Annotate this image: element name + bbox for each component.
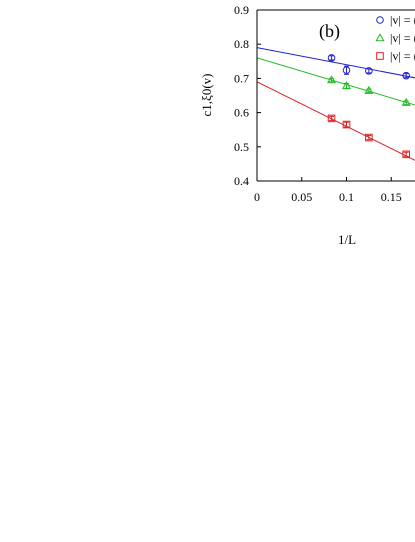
legend: |v| = ( |v| = ( |v| = ( (375, 13, 415, 63)
legend-label: |v| = ( (390, 13, 415, 27)
data-point (342, 66, 351, 74)
data-point (341, 81, 352, 90)
y-tick-label: 0.8 (234, 37, 249, 51)
x-axis-title: 1/L (338, 232, 356, 247)
data-point (376, 52, 384, 60)
data-point (364, 85, 374, 94)
data-point (327, 114, 336, 123)
data-point (327, 54, 336, 62)
fit-line (257, 81, 415, 161)
data-point (326, 75, 337, 84)
data-point (342, 120, 351, 129)
panel-label: (b) (319, 21, 340, 42)
y-tick-label: 0.4 (234, 174, 249, 188)
data-point (365, 133, 373, 142)
x-tick-label: 0.1 (339, 190, 354, 204)
data-point (402, 150, 410, 159)
legend-label: |v| = ( (390, 31, 415, 45)
x-tick-label: 0.05 (291, 190, 312, 204)
y-tick-label: 0.5 (234, 140, 249, 154)
plot-clip-group (257, 47, 415, 161)
y-axis-title: c1,ξ0(v) (199, 74, 214, 117)
y-tick-label: 0.9 (234, 3, 249, 17)
data-point (401, 97, 411, 106)
fit-line (257, 57, 415, 106)
data-point (402, 71, 410, 80)
data-point (375, 33, 385, 42)
data-point (365, 67, 373, 75)
plot-area (257, 47, 415, 161)
data-point (376, 16, 384, 24)
x-tick-label: 0 (254, 190, 260, 204)
y-tick-label: 0.6 (234, 106, 249, 120)
y-tick-label: 0.7 (234, 71, 249, 85)
axes: 0.4 0.5 0.6 0.7 0.8 0.9 0 0.05 0.1 0.15 (234, 3, 415, 204)
x-tick-label: 0.15 (381, 190, 402, 204)
legend-label: |v| = ( (390, 49, 415, 63)
